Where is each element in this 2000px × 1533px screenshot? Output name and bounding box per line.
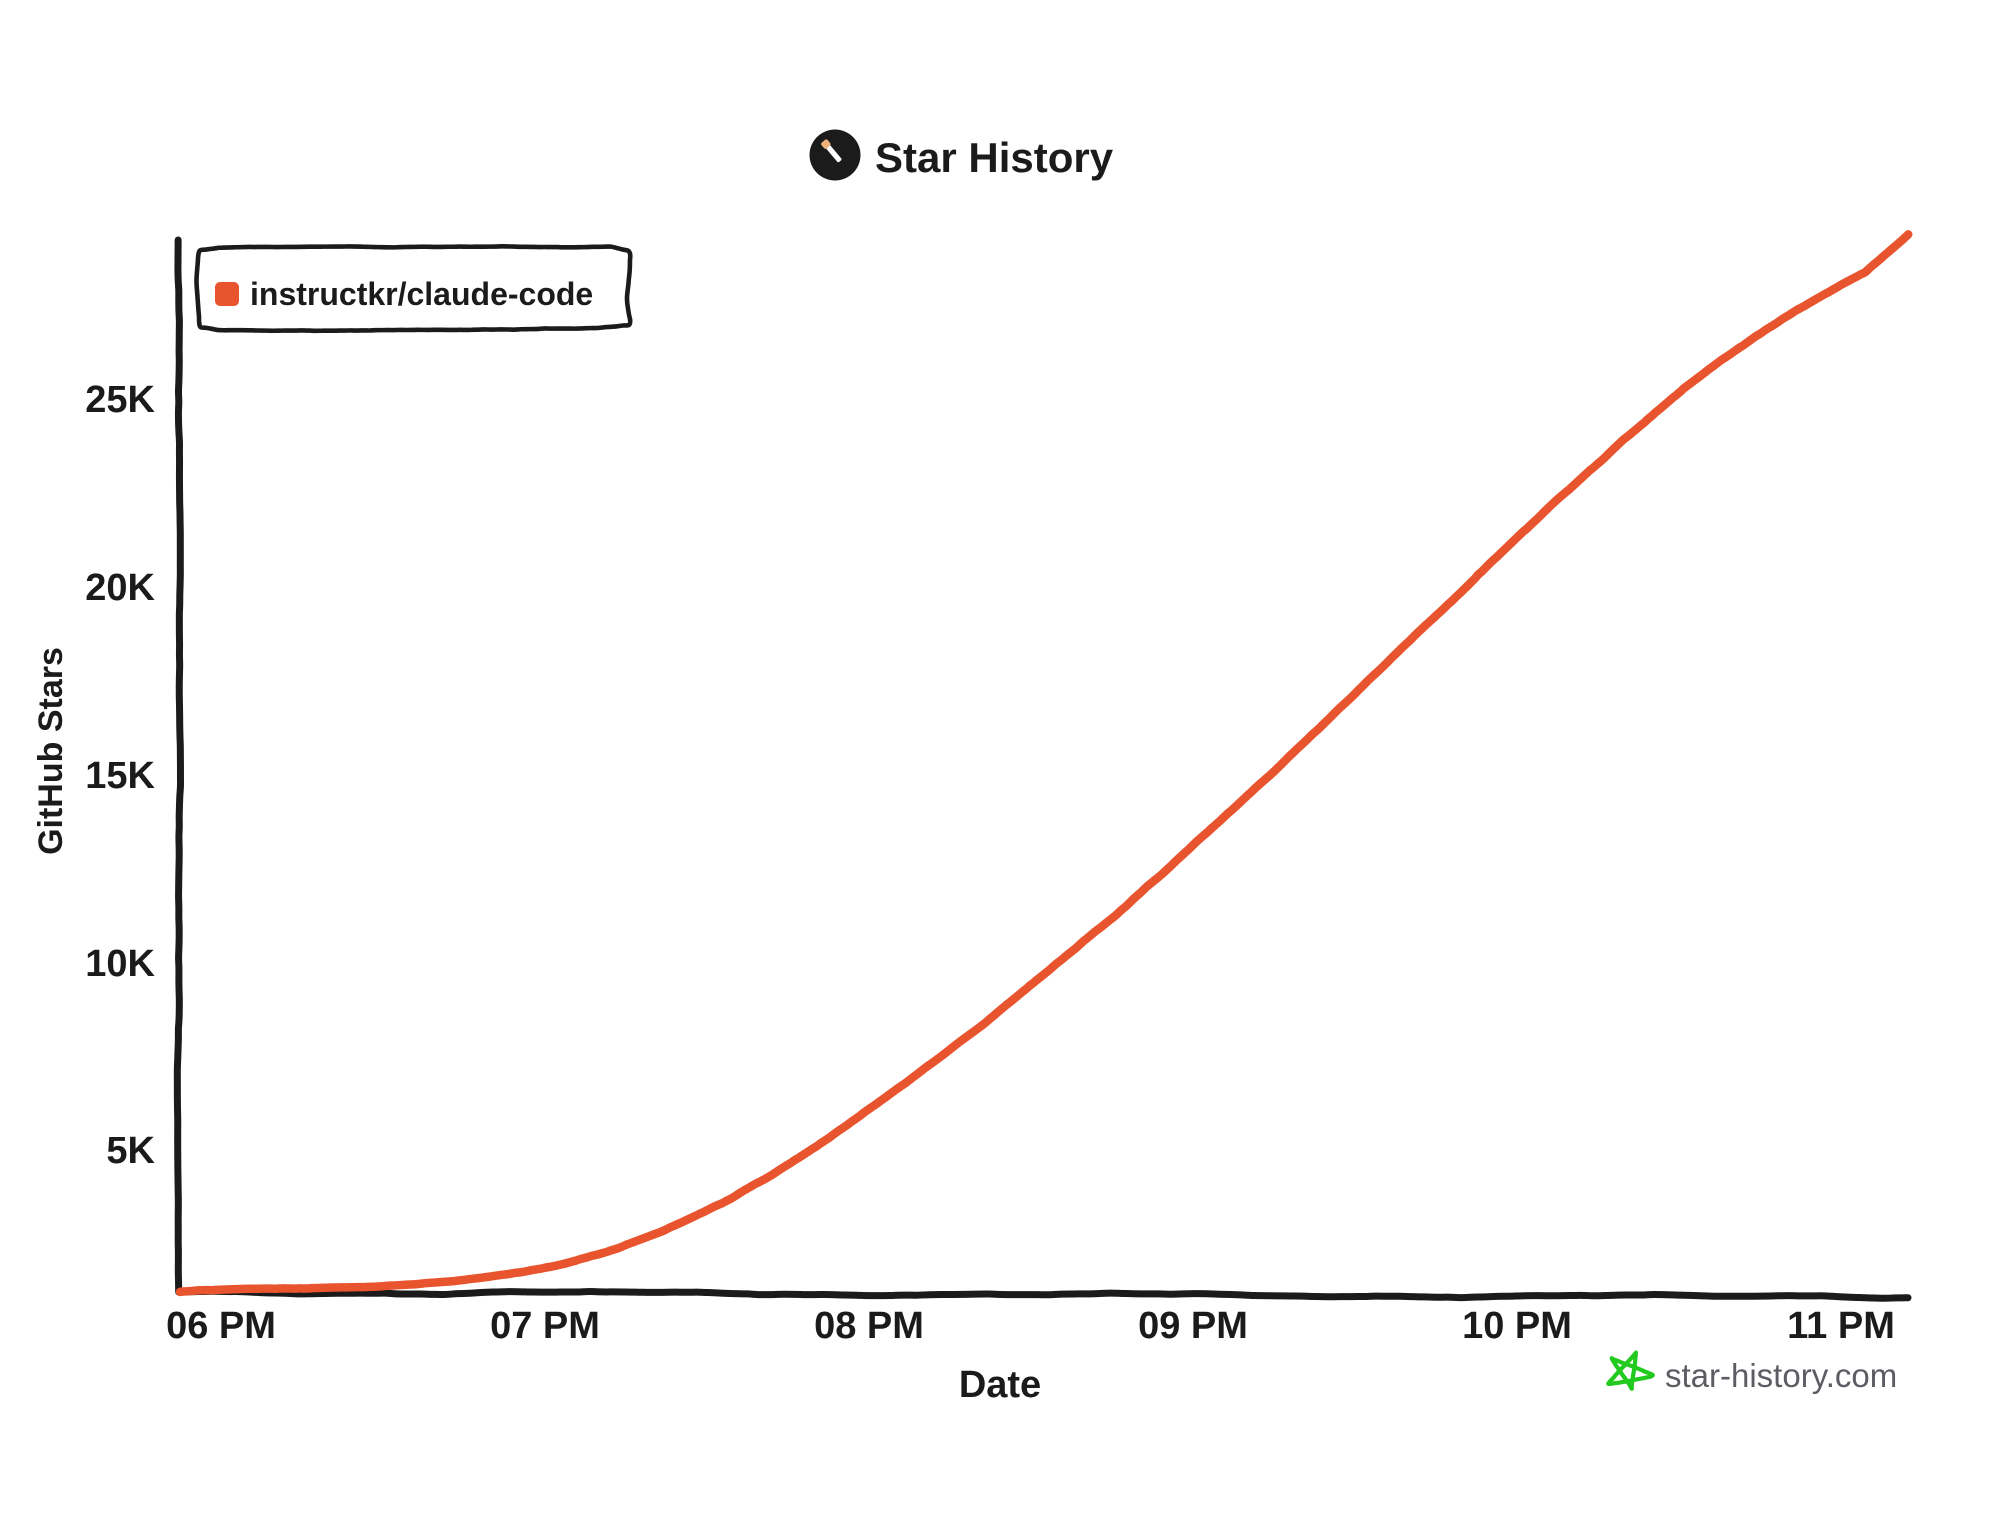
svg-text:15K: 15K — [85, 755, 155, 797]
svg-text:star-history.com: star-history.com — [1665, 1357, 1897, 1394]
svg-text:06 PM: 06 PM — [166, 1305, 276, 1347]
svg-text:09 PM: 09 PM — [1138, 1305, 1248, 1347]
svg-text:GitHub Stars: GitHub Stars — [32, 647, 70, 855]
svg-text:11 PM: 11 PM — [1787, 1305, 1895, 1347]
svg-text:instructkr/claude-code: instructkr/claude-code — [250, 276, 593, 312]
svg-text:07 PM: 07 PM — [490, 1305, 600, 1347]
svg-text:Star History: Star History — [875, 134, 1114, 181]
svg-text:25K: 25K — [85, 379, 155, 421]
svg-text:20K: 20K — [85, 567, 155, 609]
svg-text:10 PM: 10 PM — [1462, 1305, 1572, 1347]
svg-text:08 PM: 08 PM — [814, 1305, 924, 1347]
svg-text:Date: Date — [959, 1364, 1041, 1406]
svg-text:10K: 10K — [85, 943, 155, 985]
svg-text:5K: 5K — [106, 1130, 155, 1172]
